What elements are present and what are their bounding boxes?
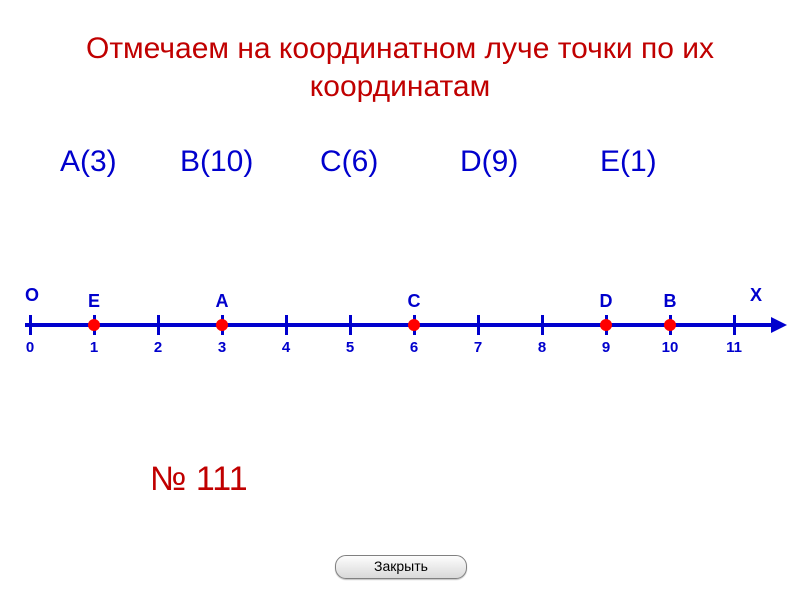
point-label-b: B: [664, 291, 677, 312]
point-dot-a: [216, 319, 228, 331]
tick-label: 9: [602, 339, 610, 356]
tick-label: 1: [90, 339, 98, 356]
tick-mark: [477, 315, 480, 335]
point-label-d: D: [600, 291, 613, 312]
coord-b: B(10): [180, 145, 253, 179]
close-button[interactable]: Закрыть: [335, 555, 467, 579]
origin-label: O: [25, 285, 39, 306]
point-label-a: A: [216, 291, 229, 312]
point-label-e: E: [88, 291, 100, 312]
coord-d: D(9): [460, 145, 518, 179]
point-dot-c: [408, 319, 420, 331]
tick-mark: [157, 315, 160, 335]
tick-label: 4: [282, 339, 290, 356]
coord-a: A(3): [60, 145, 117, 179]
tick-label: 2: [154, 339, 162, 356]
axis-arrowhead: [771, 315, 791, 335]
tick-label: 11: [726, 339, 742, 356]
tick-label: 7: [474, 339, 482, 356]
tick-label: 8: [538, 339, 546, 356]
tick-mark: [541, 315, 544, 335]
coord-c: C(6): [320, 145, 378, 179]
tick-label: 6: [410, 339, 418, 356]
exercise-number: № 111: [150, 460, 248, 499]
page-title: Отмечаем на координатном луче точки по и…: [0, 30, 800, 105]
tick-label: 0: [26, 339, 34, 356]
tick-label: 5: [346, 339, 354, 356]
tick-label: 10: [662, 339, 679, 356]
point-dot-b: [664, 319, 676, 331]
coord-e: E(1): [600, 145, 657, 179]
axis-x-label: X: [750, 285, 762, 306]
tick-mark: [285, 315, 288, 335]
tick-label: 3: [218, 339, 226, 356]
tick-mark: [349, 315, 352, 335]
point-dot-e: [88, 319, 100, 331]
tick-mark: [29, 315, 32, 335]
point-dot-d: [600, 319, 612, 331]
axis-line: [25, 323, 775, 327]
tick-mark: [733, 315, 736, 335]
point-label-c: C: [408, 291, 421, 312]
